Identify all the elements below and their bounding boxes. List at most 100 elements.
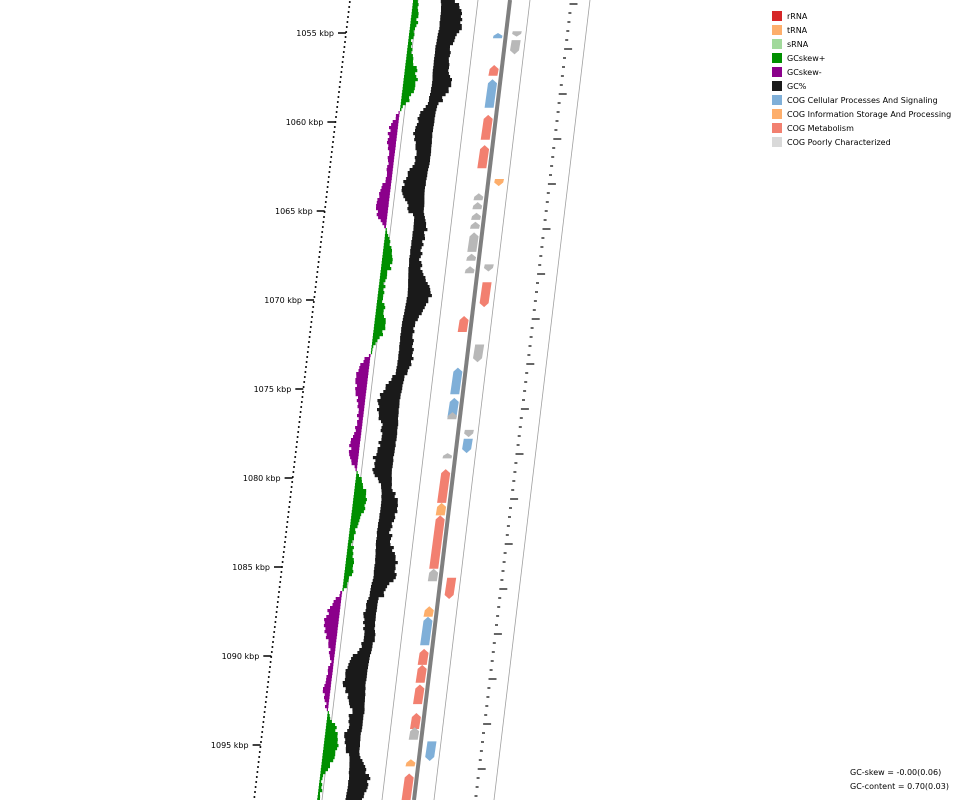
gc-skew-negative-bar [351,438,361,442]
cog-feature-info [435,502,447,516]
gc-skew-positive-bar [323,744,339,748]
tick-1060: 1060 kbp [286,118,336,127]
gc-skew-positive-bar [322,756,335,760]
gc-content-bar [349,660,369,664]
gc-content-bar [347,789,367,793]
scale-dot [326,191,328,193]
scale-dot [338,86,341,88]
gc-content-bar [349,768,367,772]
scale-dot [316,271,319,273]
gc-content-bar [408,267,421,271]
gc-content-bar [348,663,369,667]
gc-content-bar [439,24,462,28]
cog-feature-poor [442,453,453,459]
gc-skew-positive-bar [382,258,393,262]
scale-dot [279,581,282,583]
gc-content-bar [344,678,367,682]
gc-skew-negative-bar [386,168,393,172]
scale-dot [310,321,313,323]
gc-skew-positive-bar [317,795,321,799]
cog-feature-info [494,179,504,187]
cog-feature-info [405,759,416,767]
gc-skew-positive-bar [380,270,388,274]
gc-content-bar [345,675,367,679]
tick-1080: 1080 kbp [243,474,293,483]
gc-content-bar [433,60,449,64]
scale-dot [329,166,331,168]
gc-skew-positive-bar [346,555,353,559]
cog-feature-poor [464,266,475,274]
cog-feature-metabolism [477,145,490,169]
cog-feature-metabolism [480,114,493,140]
cog-feature-poor [466,253,477,261]
gc-skew-positive-bar [317,798,320,800]
scale-dot [329,161,332,163]
gc-skew-positive-bar [400,102,406,106]
gc-skew-positive-bar [325,732,338,736]
scale-dot [324,206,327,208]
scale-dot [333,131,336,133]
gc-skew-negative-bar [378,216,388,220]
gc-content-bar [440,15,461,19]
gc-skew-positive-bar [318,786,322,790]
gc-content-bar [379,405,400,409]
scale-dot [277,596,280,598]
gc-content-bar [407,201,425,205]
scale-dot [288,501,291,503]
gc-content-bar [414,162,430,166]
cog-feature-cellular [492,33,503,39]
gc-skew-positive-bar [319,777,323,781]
gc-content-bar [417,117,435,121]
gc-skew-negative-bar [358,396,366,400]
gc-content-bar [404,183,426,187]
gc-skew-positive-bar [406,54,413,58]
gc-content-bar [349,705,365,709]
gc-skew-negative-bar [351,462,358,466]
gc-content-bar [405,198,425,202]
gc-skew-negative-bar [326,708,328,712]
scale-dot [311,311,314,313]
gc-content-bar [435,45,450,49]
gc-content-bar [407,294,432,298]
scale-dot [287,516,289,518]
gc-skew-negative-bar [391,123,399,127]
gc-skew-positive-bar [412,6,418,10]
scale-dot [268,671,271,673]
gc-skew-positive-bar [402,90,414,94]
cog-feature-poor [408,727,420,740]
gc-skew-negative-bar [340,591,343,595]
gc-content-bar [437,33,457,37]
guide-lines [321,0,591,800]
gc-skew-positive-bar [405,60,413,64]
gc-content-bar [369,594,385,598]
gc-skew-positive-bar [379,279,386,283]
scale-dot [271,646,274,648]
gc-content-bar [364,618,376,622]
scale-dot [328,171,331,173]
scale-dot [296,436,299,438]
scale-dot [295,446,298,448]
backbone-line [412,0,512,800]
scale-dot [312,306,315,308]
gc-content-bar [346,795,364,799]
scale-dot [307,346,310,348]
gc-content-bar [432,81,452,85]
gc-skew-positive-bar [404,75,417,79]
gc-skew-positive-bar [372,336,380,340]
gc-skew-negative-bar [382,183,391,187]
gc-content-bar [413,132,433,136]
gc-content-bar [345,750,360,754]
gc-skew-negative-bar [359,366,370,370]
gc-skew-negative-bar [398,111,400,115]
gc-skew-positive-bar [373,330,383,334]
gc-content-bar [381,483,392,487]
scale-dot [347,16,349,18]
gc-skew-positive-bar [347,549,353,553]
gc-content-bar [381,438,397,442]
gc-skew-negative-bar [348,450,359,454]
tick-1065: 1065 kbp [275,207,325,216]
gc-skew-positive-bar [401,99,410,103]
gc-skew-positive-bar [382,252,392,256]
gc-content-bar [381,420,399,424]
